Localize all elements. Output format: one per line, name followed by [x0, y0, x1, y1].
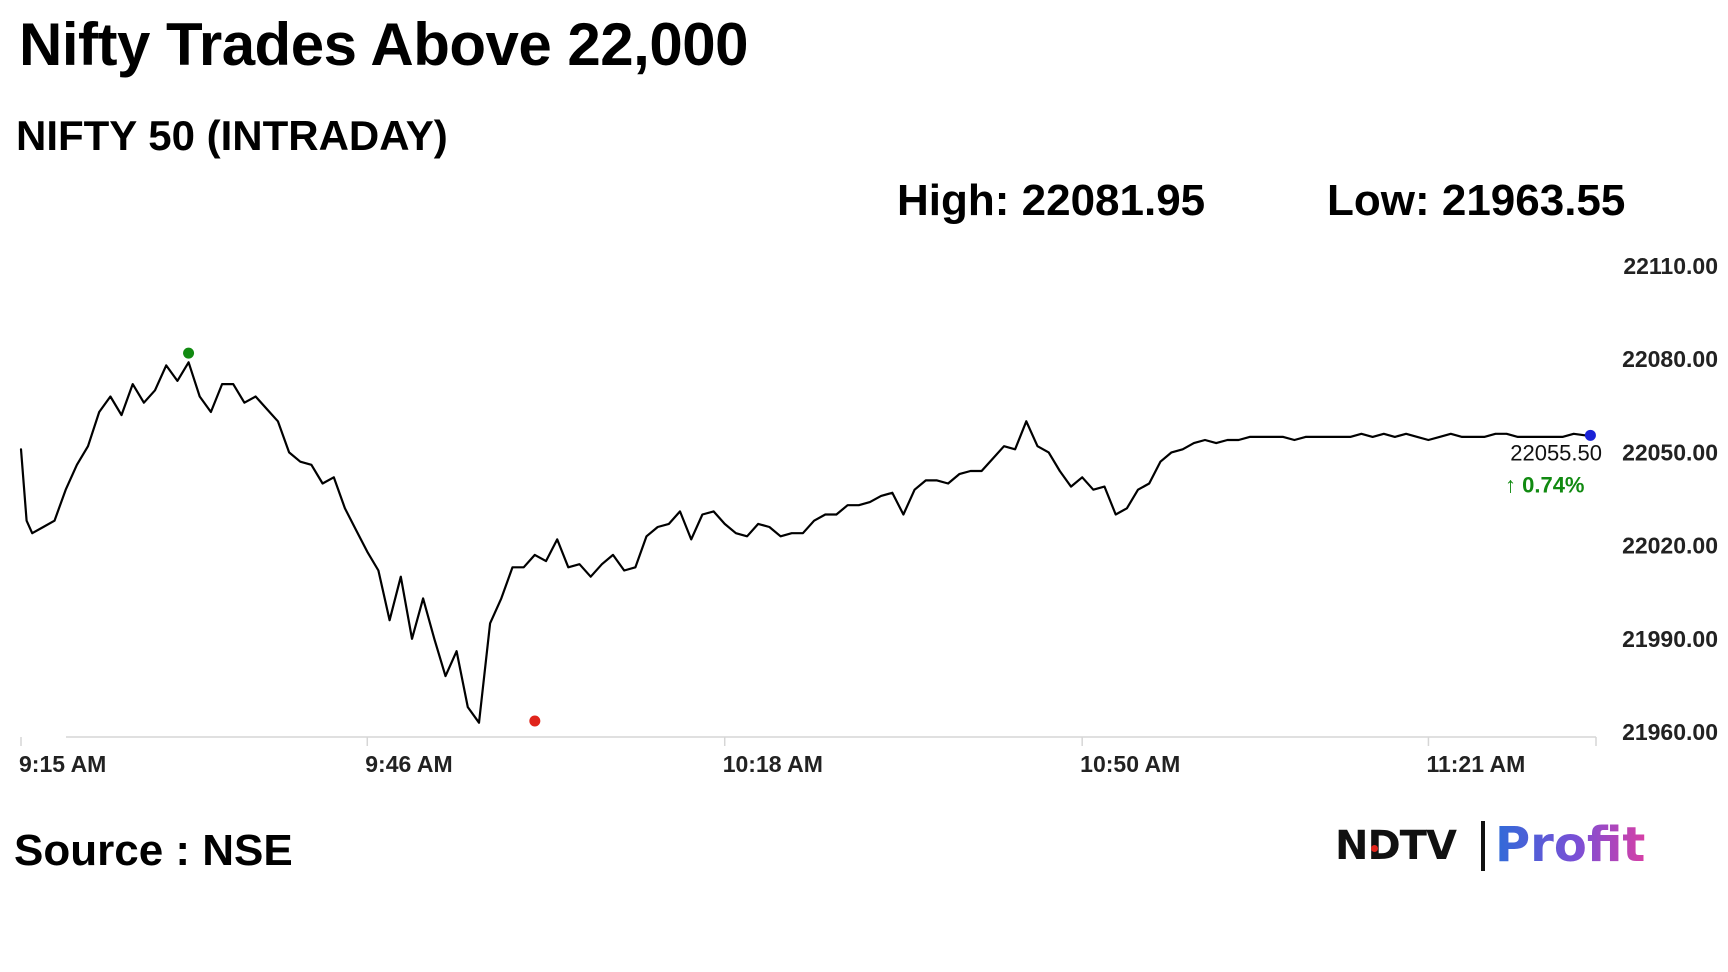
x-tick-label: 9:15 AM [19, 751, 106, 777]
last-point-marker [1584, 429, 1596, 441]
y-tick-label: 21960.00 [1622, 719, 1718, 745]
change-label: ↑ 0.74% [1505, 472, 1585, 497]
high-value: High: 22081.95 [897, 176, 1206, 225]
logo-dot-icon [1371, 845, 1378, 852]
y-tick-label: 22080.00 [1622, 346, 1718, 372]
x-tick-label: 11:21 AM [1426, 751, 1525, 777]
source-label: Source : NSE [14, 826, 293, 875]
high-point-marker [183, 347, 195, 359]
series-line [19, 361, 1586, 724]
y-tick-label: 22050.00 [1622, 439, 1718, 465]
last-value-label: 22055.50 [1510, 440, 1602, 465]
logo-brand: NDTV [1335, 823, 1457, 869]
y-tick-label: 21990.00 [1622, 626, 1718, 652]
y-tick-label: 22110.00 [1623, 253, 1718, 279]
logo-sub: Profit [1495, 817, 1646, 873]
chart-subtitle: NIFTY 50 (INTRADAY) [16, 112, 448, 159]
x-tick-label: 10:50 AM [1080, 751, 1180, 777]
ndtv-profit-logo: NDTV Profit [1335, 815, 1645, 877]
chart-title: Nifty Trades Above 22,000 [19, 11, 748, 78]
low-point-marker [529, 715, 541, 727]
low-value: Low: 21963.55 [1327, 176, 1626, 225]
x-tick-label: 9:46 AM [365, 751, 452, 777]
x-tick-label: 10:18 AM [723, 751, 823, 777]
y-tick-label: 22020.00 [1622, 533, 1718, 559]
intraday-line-chart: 9:15 AM 9:46 AM 10:18 AM 10:50 AM 11:21 AM 22… [19, 253, 1718, 777]
logo-divider [1481, 821, 1485, 871]
